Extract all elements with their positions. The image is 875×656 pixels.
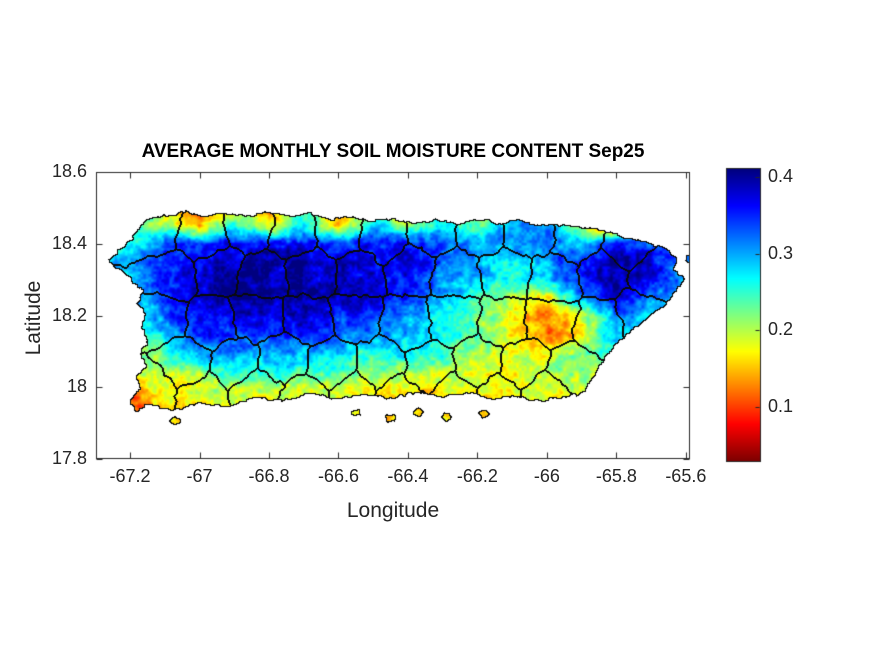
x-tick-label: -65.6 — [665, 466, 707, 486]
colorbar-tick-label: 0.3 — [768, 242, 794, 263]
x-tick-label: -66.8 — [248, 466, 290, 486]
x-tick-label: -66.6 — [317, 466, 359, 486]
y-tick-label: 18 — [66, 376, 87, 397]
y-tick-label: 18.6 — [51, 161, 87, 181]
colorbar-tick-label: 0.1 — [768, 396, 794, 417]
colorbar-tick-label: 0.4 — [768, 165, 794, 186]
x-tick-label: -66.2 — [456, 466, 498, 486]
y-tick-label: 18.2 — [51, 304, 87, 325]
colorbar-tick-label: 0.2 — [768, 319, 794, 340]
x-tick-label: -65.8 — [595, 466, 637, 486]
x-tick-label: -66.4 — [387, 466, 429, 486]
x-tick-label: -67 — [186, 466, 213, 486]
y-tick-label: 17.8 — [51, 448, 87, 468]
y-tick-label: 18.4 — [51, 232, 87, 253]
x-axis-label: Longitude — [346, 499, 440, 522]
chart-title: AVERAGE MONTHLY SOIL MOISTURE CONTENT Se… — [141, 141, 645, 162]
x-tick-label: -67.2 — [109, 466, 151, 486]
x-tick-label: -66 — [533, 466, 560, 486]
